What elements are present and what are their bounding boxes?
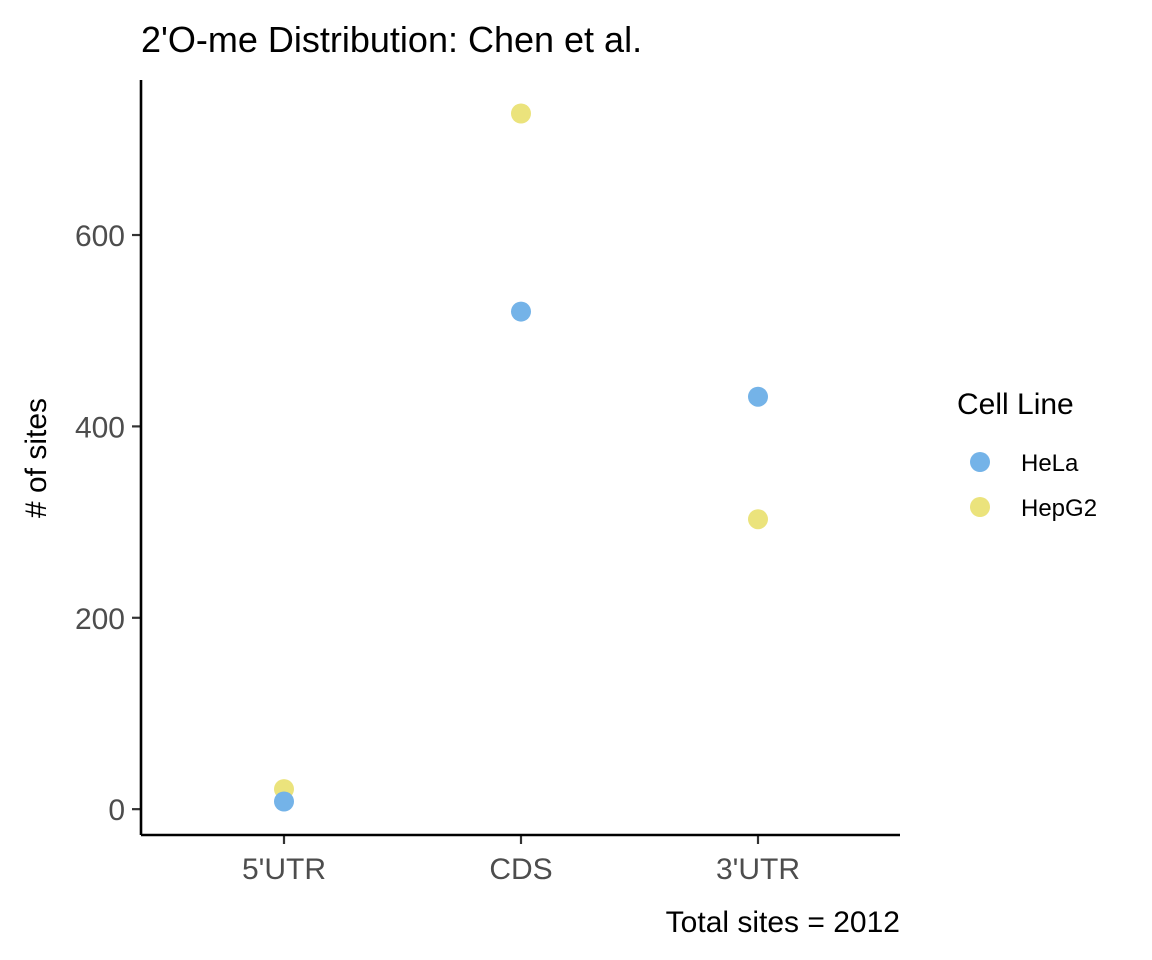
legend: Cell Line HeLa HepG2 (957, 388, 1097, 522)
chart-title: 2'O-me Distribution: Chen et al. (141, 19, 642, 60)
legend-key-hepg2 (970, 497, 990, 517)
x-tick-label: 3'UTR (716, 853, 800, 886)
legend-items: HeLa HepG2 (970, 450, 1097, 522)
data-point-hela (274, 791, 294, 812)
x-axis-ticks: 5'UTR CDS 3'UTR (242, 835, 800, 886)
data-points (274, 103, 768, 812)
y-axis-title: # of sites (20, 398, 53, 518)
legend-title: Cell Line (957, 388, 1074, 421)
data-point-hela (511, 301, 531, 322)
legend-label-hepg2: HepG2 (1021, 495, 1097, 522)
chart-caption: Total sites = 2012 (666, 906, 900, 939)
data-point-hepg2 (511, 103, 531, 124)
y-tick-label: 200 (75, 603, 125, 636)
legend-label-hela: HeLa (1021, 450, 1079, 477)
x-tick-label: CDS (489, 853, 552, 886)
legend-key-hela (970, 452, 990, 472)
y-axis-ticks: 0 200 400 600 (75, 220, 141, 827)
y-tick-label: 400 (75, 411, 125, 444)
x-tick-label: 5'UTR (242, 853, 326, 886)
y-tick-label: 0 (108, 794, 125, 827)
y-tick-label: 600 (75, 220, 125, 253)
data-point-hepg2 (748, 509, 768, 530)
data-point-hela (748, 386, 768, 407)
